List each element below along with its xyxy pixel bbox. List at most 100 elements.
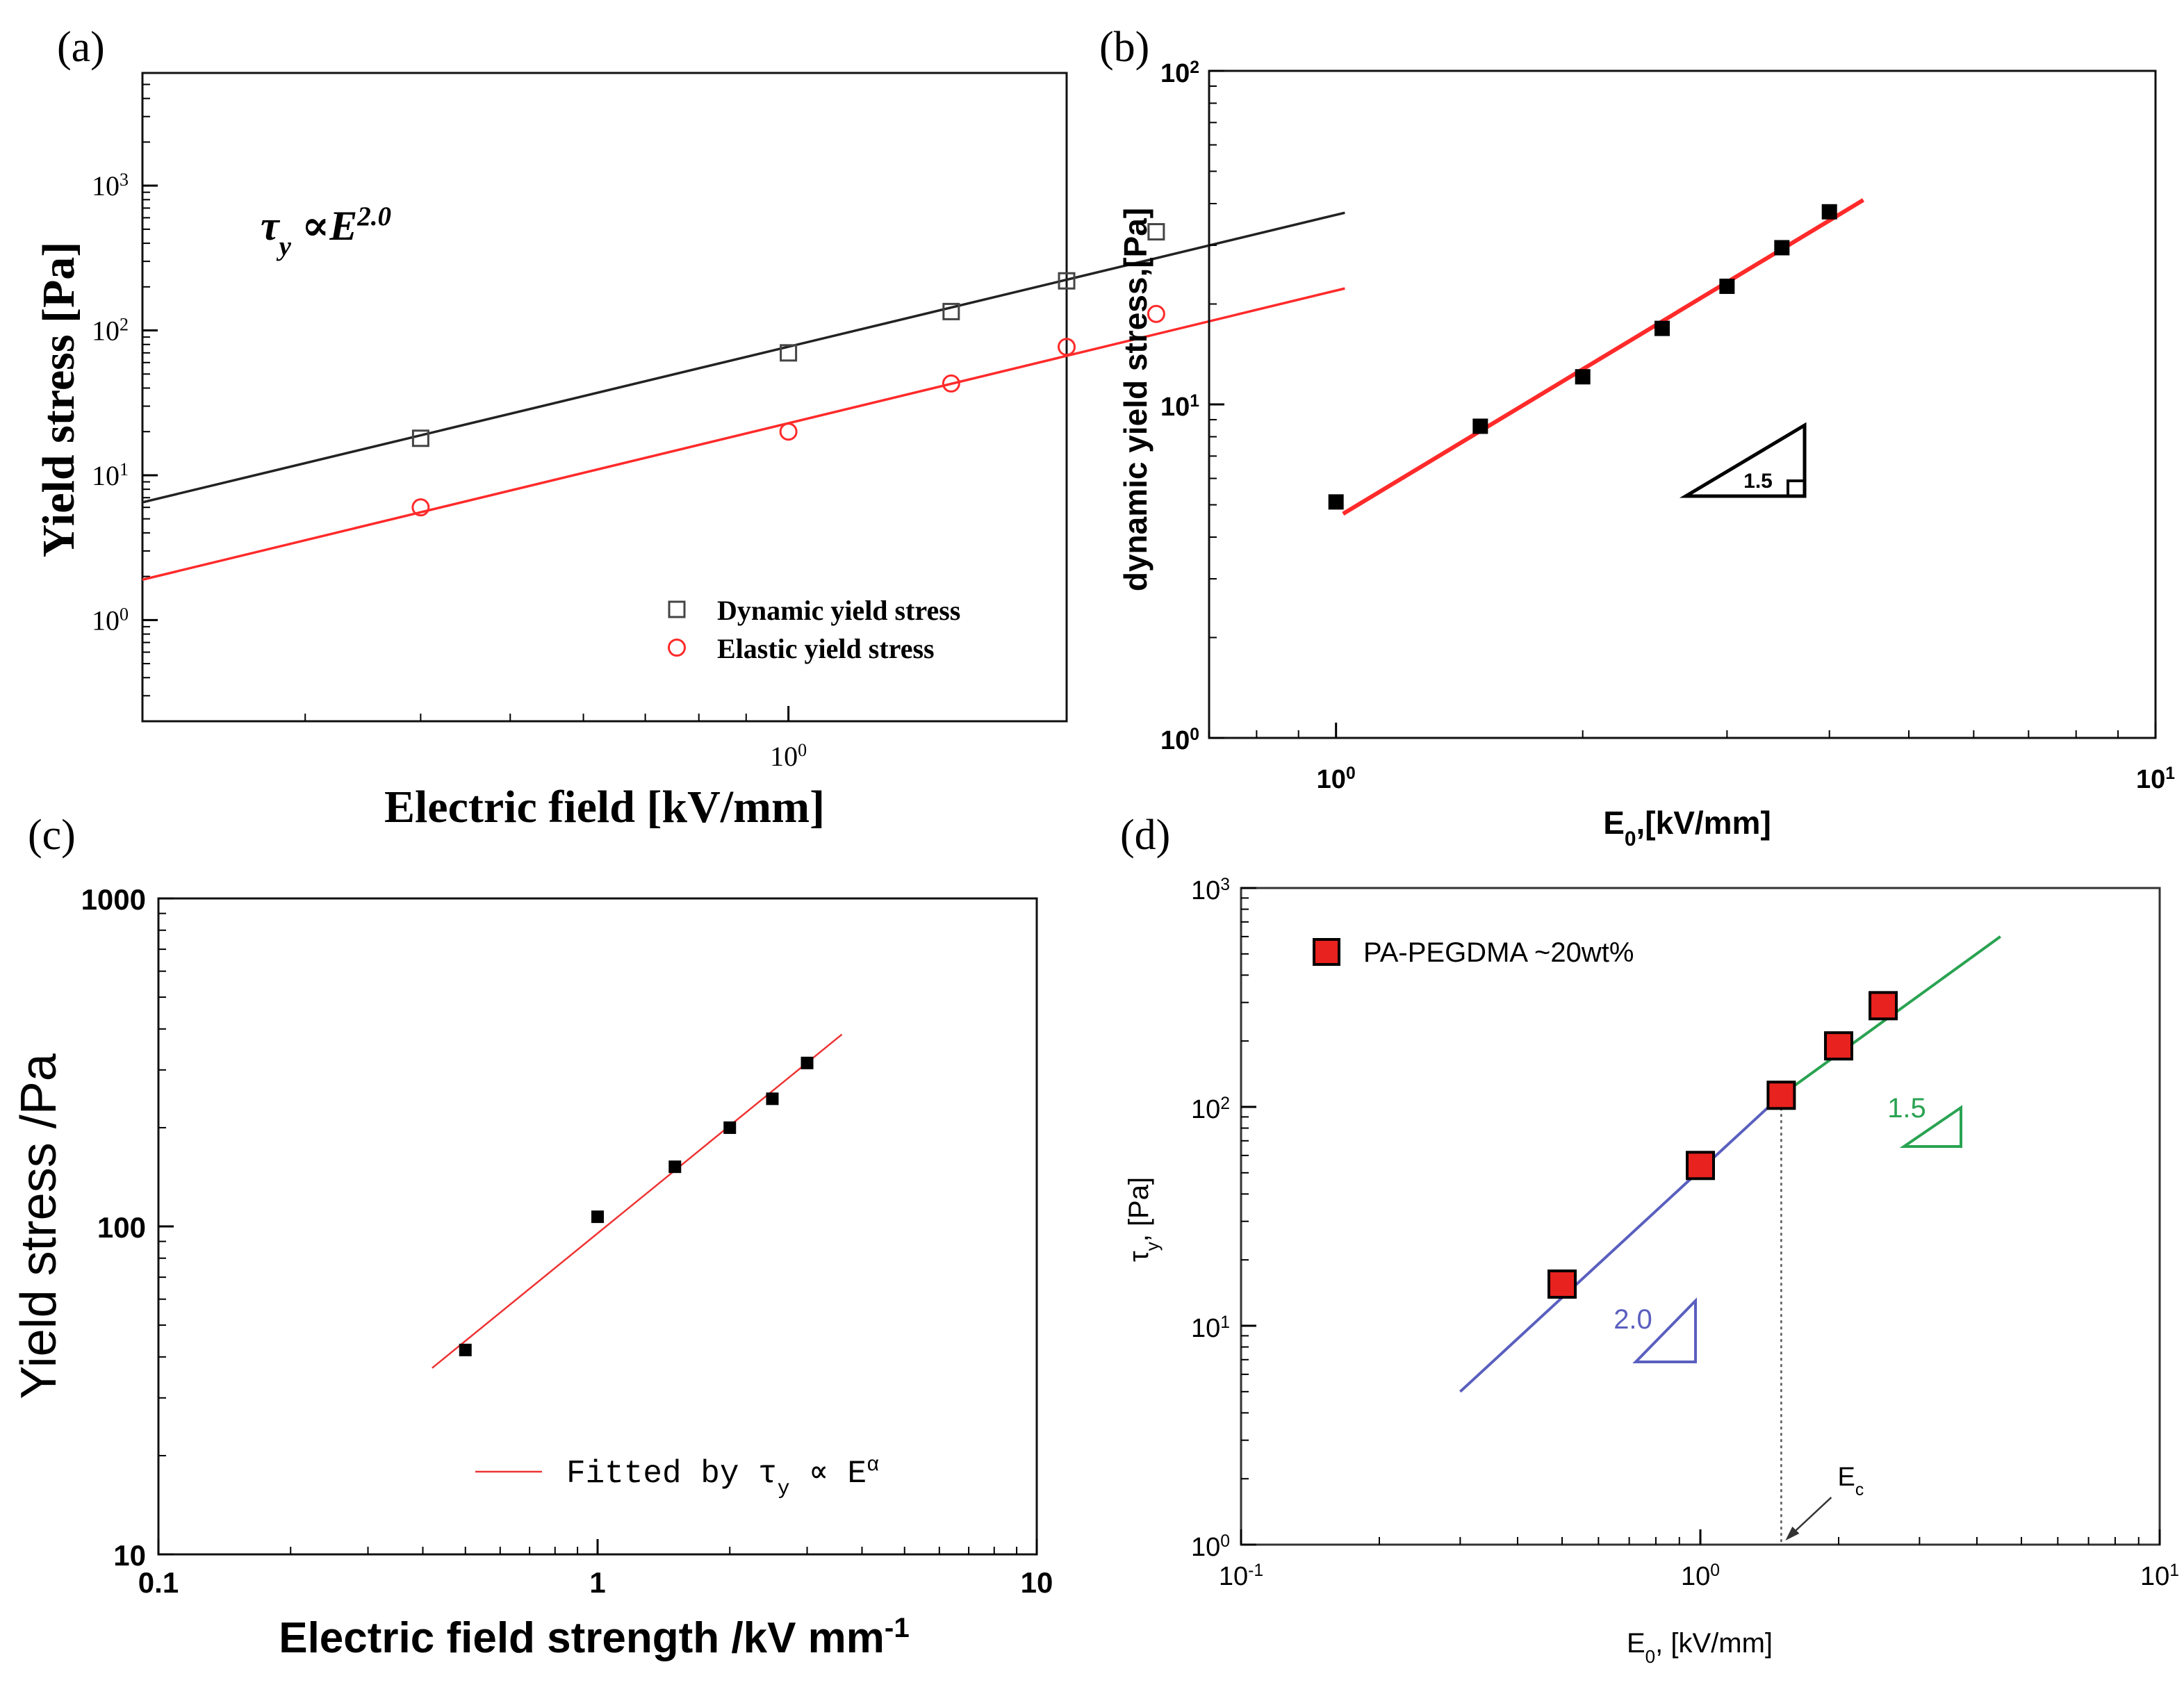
y-tick-label-part: 3 xyxy=(1220,876,1230,894)
data-point xyxy=(1823,1031,1853,1061)
x-tick-label-part: 0 xyxy=(798,740,807,760)
y-tick-label-part: 10 xyxy=(92,170,120,202)
panel-c: (c) 10 100 1000 0.1 1 10 Electric field strengt… xyxy=(11,812,1053,1662)
data-point xyxy=(942,302,960,320)
x-axis-label-part: 0 xyxy=(1625,828,1636,850)
x-tick-label-part: 10 xyxy=(1219,1562,1248,1591)
data-point xyxy=(1654,320,1670,336)
y-tick-label-part: 10 xyxy=(1191,1314,1220,1343)
x-tick-label-part: 1 xyxy=(2165,764,2175,783)
data-point xyxy=(1147,304,1165,323)
plot-frame xyxy=(141,72,1068,723)
y-tick-label: 10 xyxy=(113,1539,146,1572)
legend-label-part: ∝ E xyxy=(790,1456,867,1492)
fit-line-low-field xyxy=(1459,1094,1782,1393)
data-point xyxy=(411,498,430,517)
panel-label: (a) xyxy=(57,24,105,71)
data-point xyxy=(1328,494,1344,510)
x-axis-label-part: , [kV/mm] xyxy=(1655,1628,1773,1659)
x-tick-label-part: 1 xyxy=(2169,1561,2179,1580)
y-tick-label: 103 xyxy=(1191,876,1230,906)
data-point xyxy=(780,344,798,362)
x-tick-label-part: 10 xyxy=(1317,765,1346,794)
power-law-annotation-part: 2.0 xyxy=(356,202,391,231)
power-law-annotation-part: ∝ xyxy=(291,203,329,249)
slope-triangle-right-angle xyxy=(1787,479,1805,496)
data-point xyxy=(1547,1269,1577,1299)
power-law-annotation-part: E xyxy=(329,203,357,249)
data-point xyxy=(411,429,429,447)
power-law-annotation: τy ∝E2.0 xyxy=(261,202,391,261)
critical-field-arrow xyxy=(1789,1497,1832,1537)
data-point xyxy=(1719,279,1735,295)
slope-triangle-low xyxy=(1632,1297,1697,1363)
x-axis-label: E0,[kV/mm] xyxy=(1603,805,1771,850)
x-axis-label: E0, [kV/mm] xyxy=(1627,1628,1773,1667)
data-point xyxy=(766,1092,779,1105)
critical-field-label: Ec xyxy=(1838,1463,1864,1499)
fit-line xyxy=(142,211,1345,504)
slope-triangle xyxy=(1679,422,1807,498)
x-tick-label-part: -1 xyxy=(1248,1561,1263,1580)
y-tick-label-part: 1 xyxy=(120,459,129,479)
y-tick-label: 101 xyxy=(1160,392,1199,422)
x-tick-label: 100 xyxy=(1317,764,1356,795)
x-tick-label: 101 xyxy=(2140,1561,2179,1592)
x-tick-label-part: 10 xyxy=(1681,1562,1710,1591)
x-axis-label-part: E xyxy=(1627,1628,1645,1659)
y-tick-label-part: 2 xyxy=(1190,58,1199,77)
x-tick-label: 0.1 xyxy=(138,1566,179,1599)
y-tick-label: 102 xyxy=(92,314,129,347)
y-tick-label-part: 10 xyxy=(92,460,120,491)
y-tick-label-part: 10 xyxy=(92,605,120,636)
slope-label-high: 1.5 xyxy=(1887,1093,1926,1124)
data-point xyxy=(1058,272,1076,290)
y-tick-label: 102 xyxy=(1191,1094,1230,1125)
data-point xyxy=(723,1121,737,1134)
data-point xyxy=(800,1056,814,1069)
critical-field-label-part: E xyxy=(1838,1463,1855,1492)
y-tick-label-part: 10 xyxy=(1191,1095,1220,1124)
legend-label-part: α xyxy=(867,1453,879,1477)
data-point xyxy=(1774,240,1790,256)
slope-label-low: 2.0 xyxy=(1614,1304,1652,1335)
fit-line xyxy=(142,287,1345,581)
data-point xyxy=(1575,369,1591,385)
y-tick-label: 1000 xyxy=(81,883,146,916)
y-axis-label: τy, [Pa] xyxy=(1124,1177,1163,1262)
y-tick-label-part: 10 xyxy=(1160,59,1190,88)
legend-marker-circle xyxy=(668,639,686,657)
slope-triangle-high xyxy=(1899,1105,1962,1148)
data-point xyxy=(1147,223,1165,241)
fit-line xyxy=(432,1033,843,1369)
x-axis-label-part: ,[kV/mm] xyxy=(1636,805,1771,841)
x-axis-label-part: 0 xyxy=(1645,1646,1655,1667)
x-tick-label-part: 0 xyxy=(1710,1561,1720,1580)
data-point xyxy=(1058,338,1076,356)
y-tick-label: 101 xyxy=(92,459,129,491)
y-tick-label-part: 10 xyxy=(1191,876,1220,905)
panel-label: (c) xyxy=(28,812,76,859)
y-tick-label-part: 2 xyxy=(1220,1094,1230,1113)
y-tick-label: 103 xyxy=(92,170,129,202)
x-tick-label: 100 xyxy=(1681,1561,1720,1592)
y-axis-label-part: , [Pa] xyxy=(1124,1177,1154,1242)
y-tick-label-part: 3 xyxy=(120,170,129,190)
legend-marker xyxy=(1313,938,1340,966)
x-tick-label: 100 xyxy=(770,740,807,773)
x-tick-label-part: 0 xyxy=(1346,764,1356,783)
y-tick-label-part: 0 xyxy=(1220,1532,1230,1551)
y-axis-label-part: y xyxy=(1142,1242,1163,1251)
y-tick-label: 100 xyxy=(1191,1532,1230,1563)
legend-label: PA-PEGDMA ~20wt% xyxy=(1363,937,1634,968)
legend-label-part: y xyxy=(778,1477,790,1500)
data-point xyxy=(1472,418,1488,434)
data-point xyxy=(942,374,960,393)
legend-label: Dynamic yield stress xyxy=(717,595,960,626)
y-tick-label: 100 xyxy=(97,1211,146,1244)
y-tick-label: 100 xyxy=(1160,725,1199,756)
y-axis-label: dynamic yield stress,[Pa] xyxy=(1117,208,1153,591)
x-axis-label: Electric field strength /kV mm-1 xyxy=(279,1612,910,1663)
